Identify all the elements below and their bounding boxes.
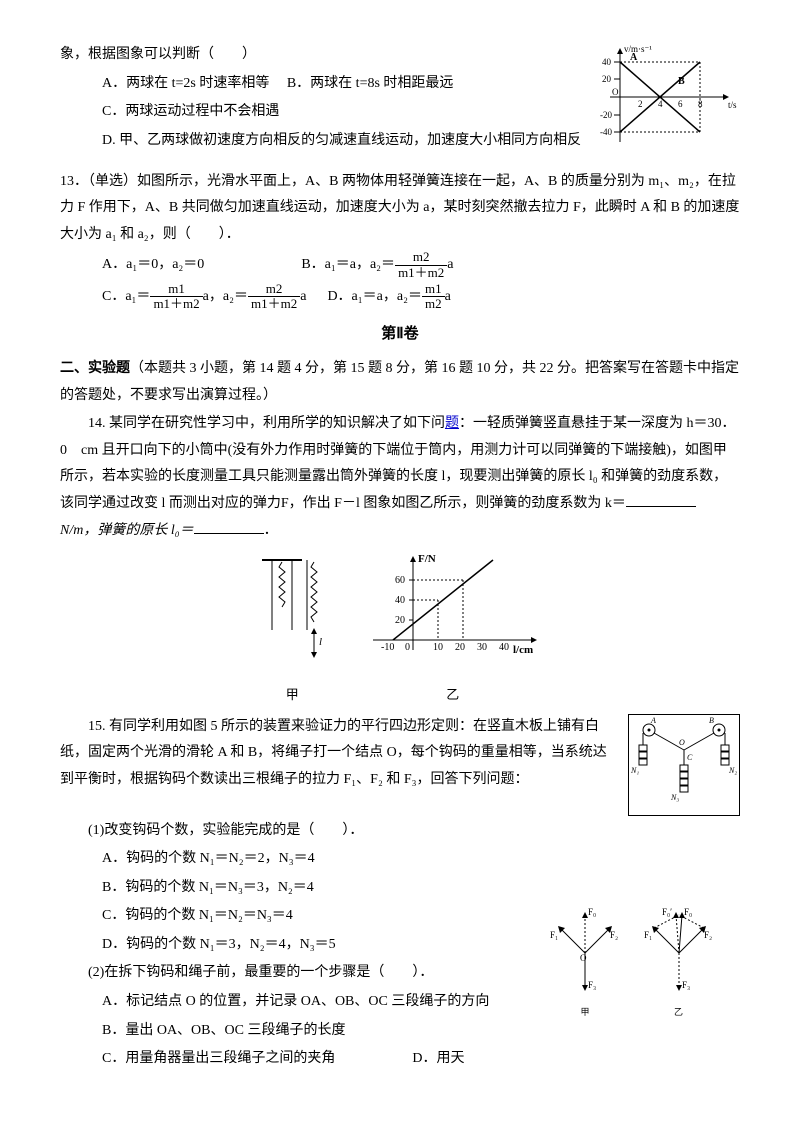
section2-header: 二、实验题	[60, 361, 130, 376]
pulley-figure: A B O C N₁ N₂ N₃	[628, 714, 740, 816]
svg-text:-40: -40	[600, 127, 612, 137]
svg-text:F/N: F/N	[418, 553, 436, 565]
svg-text:B: B	[678, 76, 685, 87]
q12-opt-d: D. 甲、乙两球做初速度方向相反的匀减速直线运动，加速度大小相同方向相反	[102, 133, 581, 148]
volume-title: 第Ⅱ卷	[60, 320, 740, 349]
svg-text:F₃: F₃	[682, 980, 690, 990]
q15-1-opt-a: A．钩码的个数 N₁＝N₂＝2，N₃＝4	[60, 846, 740, 873]
svg-text:l: l	[319, 636, 322, 648]
q13-opt-d: D．a₁＝a，a₂＝m1m2a	[327, 289, 450, 304]
q15-2-opt-d: D．用天	[412, 1051, 464, 1066]
svg-text:F₂: F₂	[610, 930, 618, 940]
q13-opt-c: C．a₁＝m1m1＋m2a，a₂＝m2m1＋m2a	[102, 289, 310, 304]
velocity-time-graph: t/s v/m·s⁻¹ 40 20 -20 -40 O 2 4 6 8 A B	[600, 42, 740, 163]
q12-opt-b: B．两球在 t=8s 时相距最远	[287, 76, 454, 91]
svg-text:C: C	[687, 753, 693, 762]
q14-figures: l 甲 F/N l/cm 20 40 60 0 -10 10 20 30 40	[60, 550, 740, 707]
svg-text:-20: -20	[600, 110, 612, 120]
svg-text:O: O	[679, 738, 685, 747]
section2-desc: （本题共 3 小题，第 14 题 4 分，第 15 题 8 分，第 16 题 1…	[60, 361, 739, 403]
svg-text:F₀: F₀	[588, 907, 596, 917]
svg-text:40: 40	[499, 642, 509, 653]
svg-text:10: 10	[433, 642, 443, 653]
svg-text:20: 20	[395, 615, 405, 626]
force-diagram-figures: F₁ F₂ F₃ F₀ O 甲 F₁ F₂	[540, 903, 740, 1013]
svg-text:A: A	[630, 52, 638, 63]
q15-2-opt-c: C．用量角器量出三段绳子之间的夹角	[102, 1051, 335, 1066]
svg-text:20: 20	[602, 74, 612, 84]
q15-2-opt-b: B．量出 OA、OB、OC 三段绳子的长度	[60, 1018, 740, 1045]
svg-text:4: 4	[658, 99, 663, 109]
svg-text:0: 0	[405, 642, 410, 653]
svg-text:20: 20	[455, 642, 465, 653]
svg-text:A: A	[650, 716, 656, 725]
svg-text:30: 30	[477, 642, 487, 653]
svg-text:N₃: N₃	[670, 793, 679, 802]
svg-text:B: B	[709, 716, 714, 725]
q14-link[interactable]: 题	[445, 416, 459, 431]
svg-text:F₀: F₀	[684, 907, 692, 917]
svg-text:F₁: F₁	[550, 930, 558, 940]
svg-text:40: 40	[602, 57, 612, 67]
svg-text:60: 60	[395, 575, 405, 586]
svg-text:6: 6	[678, 99, 683, 109]
svg-text:N₂: N₂	[728, 766, 737, 775]
svg-text:N₁: N₁	[630, 766, 639, 775]
svg-text:2: 2	[638, 99, 643, 109]
q13-opt-b: B．a₁＝a，a₂＝m2m1＋m2a	[301, 257, 453, 272]
q13-opt-a: A．a₁＝0，a₂＝0	[102, 257, 204, 272]
svg-text:O: O	[612, 87, 619, 97]
q13-text: 13．（单选）如图所示，光滑水平面上，A、B 两物体用轻弹簧连接在一起，A、B …	[60, 169, 740, 249]
svg-text:-10: -10	[381, 642, 394, 653]
q12-opt-a: A．两球在 t=2s 时速率相等	[102, 76, 269, 91]
svg-text:F₀′: F₀′	[662, 907, 672, 917]
svg-text:F₂: F₂	[704, 930, 712, 940]
svg-text:O: O	[580, 953, 587, 963]
q15-sub1: (1)改变钩码个数，实验能完成的是（ ）．	[60, 818, 740, 845]
svg-text:F₁: F₁	[644, 930, 652, 940]
svg-text:40: 40	[395, 595, 405, 606]
svg-text:l/cm: l/cm	[513, 644, 533, 656]
svg-text:F₃: F₃	[588, 980, 596, 990]
q15-1-opt-b: B．钩码的个数 N₁＝N₃＝3，N₂＝4	[60, 875, 740, 902]
q14-text: 14. 某同学在研究性学习中，利用所学的知识解决了如下问题：一轻质弹簧竖直悬挂于…	[60, 411, 740, 544]
svg-text:v/m·s⁻¹: v/m·s⁻¹	[624, 44, 652, 54]
svg-text:t/s: t/s	[728, 100, 737, 110]
